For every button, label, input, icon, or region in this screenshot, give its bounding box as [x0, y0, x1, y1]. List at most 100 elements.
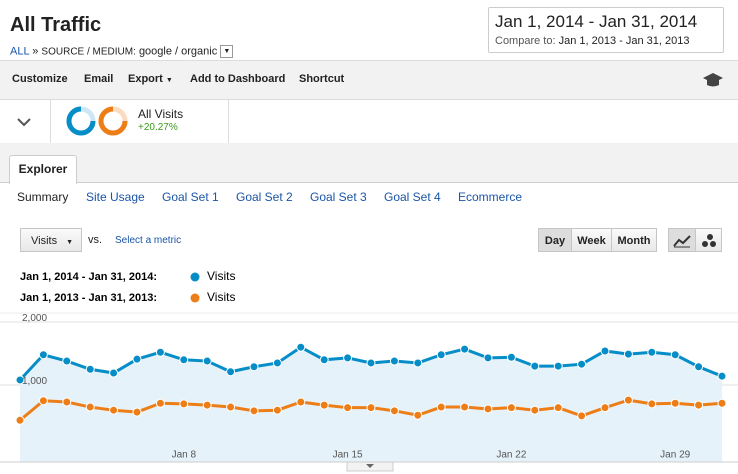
point [296, 397, 306, 407]
x-tick-label: Jan 29 [660, 449, 690, 460]
point [670, 350, 680, 360]
point [132, 354, 142, 364]
point [272, 358, 282, 368]
point [202, 400, 212, 410]
subtab[interactable]: Ecommerce [458, 190, 523, 204]
tab-bar: Explorer [0, 143, 738, 184]
period-button[interactable]: Day [538, 228, 572, 252]
toolbar-item[interactable]: Shortcut [299, 73, 345, 85]
dimension-dropdown[interactable]: ▼ [220, 45, 234, 58]
point [389, 406, 399, 416]
point [366, 403, 376, 413]
point [109, 405, 119, 415]
collapse-chevron[interactable] [16, 116, 32, 128]
subtab[interactable]: Goal Set 4 [384, 190, 441, 204]
metric-label: Visits [31, 235, 58, 247]
point [389, 356, 399, 366]
point [694, 400, 704, 410]
date-range: Jan 1, 2014 - Jan 31, 2014 [495, 12, 698, 31]
point [577, 359, 587, 369]
toolbar-item[interactable]: Customize [12, 73, 68, 85]
point [62, 356, 72, 366]
legend-swatch [190, 293, 200, 303]
point [272, 405, 282, 415]
point [506, 352, 516, 362]
point [670, 398, 680, 408]
motion-chart-button[interactable] [695, 228, 722, 252]
point [506, 403, 516, 413]
toolbar-label: Export [128, 73, 163, 85]
y-tick-label: 2,000 [22, 313, 47, 324]
point [15, 375, 25, 385]
point [436, 350, 446, 360]
select-metric[interactable]: Select a metric [115, 235, 182, 246]
compare-dates: Jan 1, 2013 - Jan 31, 2013 [558, 35, 690, 47]
point [85, 364, 95, 374]
point [226, 402, 236, 412]
vs-label: vs. [88, 234, 103, 246]
point [530, 405, 540, 415]
subtab[interactable]: Goal Set 2 [236, 190, 293, 204]
page-title: All Traffic [10, 14, 102, 36]
point [717, 371, 727, 381]
toolbar-item[interactable]: Export ▼ [128, 73, 173, 85]
point [460, 344, 470, 354]
divider [50, 100, 51, 143]
point [249, 406, 259, 416]
point [109, 368, 119, 378]
x-tick-label: Jan 15 [333, 449, 363, 460]
breadcrumb: ALL » SOURCE / MEDIUM: google / organic … [10, 45, 234, 58]
point [623, 349, 633, 359]
point [647, 347, 657, 357]
x-tick-label: Jan 8 [172, 449, 197, 460]
period-button[interactable]: Month [611, 228, 657, 252]
point [483, 404, 493, 414]
point [132, 407, 142, 417]
point [717, 398, 727, 408]
point [600, 346, 610, 356]
expand-arrow [366, 464, 374, 468]
legend-swatch [190, 272, 200, 282]
line-chart-button[interactable] [668, 228, 696, 252]
toolbar-item[interactable]: Email [84, 73, 114, 85]
point [553, 403, 563, 413]
period-button[interactable]: Week [571, 228, 612, 252]
subtab[interactable]: Goal Set 3 [310, 190, 367, 204]
breadcrumb-root[interactable]: ALL [10, 45, 30, 58]
chart: Jan 1, 2014 - Jan 31, 2014: Visits Jan 1, … [0, 269, 738, 472]
point [38, 350, 48, 360]
date-range-box[interactable]: Jan 1, 2014 - Jan 31, 2014 Compare to: J… [488, 7, 724, 53]
y-tick-label: 1,000 [22, 376, 47, 387]
point [577, 411, 587, 421]
point [600, 403, 610, 413]
dimension-value: google / organic [138, 45, 218, 58]
subtabs: Summary Site Usage Goal Set 1 Goal Set 2… [0, 190, 738, 208]
education-icon[interactable] [702, 71, 724, 89]
x-tick-label: Jan 22 [496, 449, 526, 460]
point [623, 395, 633, 405]
toolbar: Customize Email Export ▼ Add to Dashboar… [0, 60, 738, 100]
point [155, 347, 165, 357]
point [319, 400, 329, 410]
point [647, 399, 657, 409]
compare-label: Compare to: [495, 35, 556, 47]
point [553, 361, 563, 371]
subtab[interactable]: Goal Set 1 [162, 190, 219, 204]
subtab[interactable]: Summary [17, 190, 69, 204]
point [296, 342, 306, 352]
segment-row: All Visits +20.27% [0, 100, 738, 143]
breadcrumb-separator: » [32, 45, 39, 58]
point [202, 356, 212, 366]
point [155, 398, 165, 408]
point [343, 403, 353, 413]
point [460, 402, 470, 412]
point [179, 399, 189, 409]
subtab[interactable]: Site Usage [86, 190, 145, 204]
toolbar-item[interactable]: Add to Dashboard [190, 73, 286, 85]
point [226, 367, 236, 377]
metric-dropdown[interactable]: Visits ▼ [20, 228, 82, 252]
point [530, 361, 540, 371]
explorer-tab[interactable]: Explorer [9, 155, 77, 184]
point [179, 355, 189, 365]
point [62, 397, 72, 407]
